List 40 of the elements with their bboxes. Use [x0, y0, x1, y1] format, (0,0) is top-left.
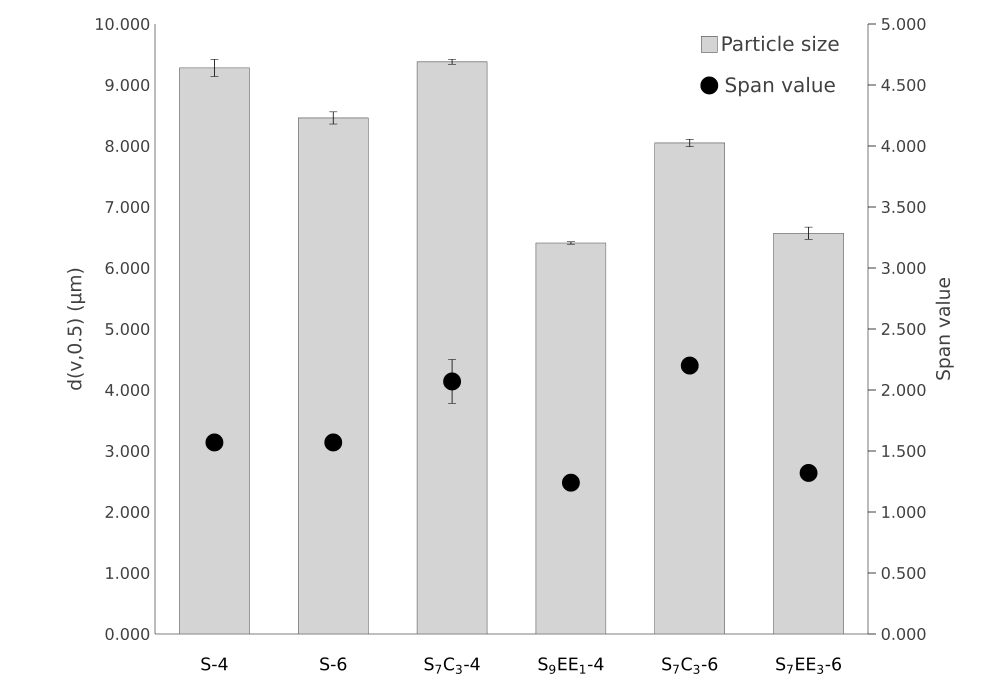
- x-tick-label: S-6: [320, 657, 346, 670]
- y-tick-label: 5.000: [106, 322, 150, 336]
- y2-tick-label: 2.500: [882, 322, 926, 336]
- y-tick-label: 0.000: [106, 628, 150, 640]
- bar: [654, 142, 726, 634]
- y2-tick-label: 4.000: [881, 140, 926, 152]
- y2-tick-label: 5.000: [882, 18, 926, 30]
- point: [800, 464, 818, 482]
- point: [443, 372, 462, 390]
- x-tick-label: S-4: [201, 657, 228, 670]
- point: [205, 434, 224, 452]
- point: [680, 356, 699, 375]
- x-tick-label: S$_{7}$EE$_{3}$-6: [776, 657, 841, 674]
- y-tick-label: 6.000: [106, 262, 150, 274]
- y2-axis-title: Span value: [936, 278, 954, 380]
- legend-label: Span value: [726, 76, 835, 96]
- y-axis-title: d(v,0.5) (μm): [67, 268, 86, 390]
- y2-tick-label: 1.500: [882, 444, 926, 458]
- point: [562, 474, 580, 492]
- y2-tick-label: 3.500: [882, 200, 926, 214]
- x-tick-label: S$_{9}$EE$_{1}$-4: [538, 657, 604, 674]
- x-tick-label: S$_{7}$C$_{3}$-4: [424, 657, 480, 674]
- point: [324, 434, 342, 452]
- y2-tick-label: 0.500: [882, 566, 926, 580]
- y-tick-label: 2.000: [106, 506, 150, 518]
- y2-tick-label: 2.000: [882, 384, 926, 396]
- y2-tick-label: 4.500: [881, 78, 926, 92]
- x-tick-label: S$_{7}$C$_{3}$-6: [662, 657, 718, 674]
- y2-tick-label: 0.000: [882, 628, 926, 640]
- y2-tick-label: 1.000: [882, 506, 926, 518]
- y2-tick-label: 3.000: [882, 262, 926, 274]
- y-tick-label: 8.000: [106, 140, 150, 152]
- y-tick-label: 7.000: [106, 200, 150, 214]
- y-tick-label: 4.000: [105, 384, 150, 396]
- bar: [536, 242, 606, 634]
- legend-label: Particle size: [722, 36, 839, 52]
- y-tick-label: 9.000: [105, 78, 150, 92]
- y-tick-label: 3.000: [106, 444, 150, 458]
- y-tick-label: 1.000: [106, 566, 150, 580]
- y-tick-label: 10.000: [96, 18, 150, 30]
